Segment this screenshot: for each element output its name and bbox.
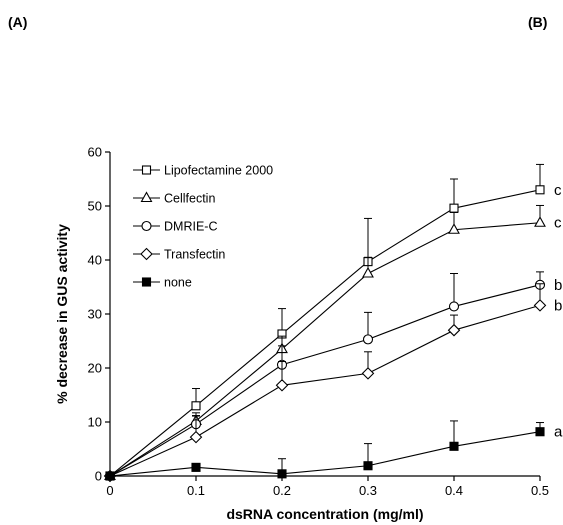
x-tick-label: 0.5 [531,483,549,498]
circle-marker [141,220,152,232]
x-tick-label: 0.3 [359,483,377,498]
diamond-marker [361,367,375,380]
square-marker [535,185,545,195]
legend-item: Cellfectin [133,191,215,206]
legend-label: Cellfectin [164,192,215,206]
filled-square-marker [141,277,152,287]
significance-letter: c [554,215,562,232]
series-transfectin: b [103,283,562,483]
y-axis-title: % decrease in GUS activity [54,224,70,404]
panel-label-a: (A) [8,14,28,30]
x-tick-label: 0.2 [273,483,291,498]
significance-letter: a [554,424,563,441]
legend-item: none [133,276,192,290]
filled-square-marker [191,462,201,472]
series-lipofectamine-2000: c [105,163,562,481]
legend-item: Transfectin [133,248,225,262]
x-tick-label: 0.4 [445,483,463,498]
triangle-marker [362,266,374,278]
filled-square-marker [105,471,115,481]
diamond-marker [189,430,203,444]
square-marker [191,401,201,411]
series-layer: cc bb a [103,163,563,483]
filled-square-marker [449,441,459,451]
series-line [109,431,541,477]
x-axis-title: dsRNA concentration (mg/ml) [226,506,423,522]
significance-letter: b [554,297,562,314]
legend: Lipofectamine 2000 Cellfectin DMRIE-C Trans… [133,164,273,290]
square-marker [449,203,459,213]
circle-marker [362,334,374,345]
square-marker [141,165,152,175]
panel-label-b: (B) [528,14,548,30]
series-line [109,222,541,477]
y-tick-label: 10 [88,415,102,430]
y-tick-label: 40 [88,253,102,268]
triangle-marker [534,216,546,227]
x-tick-label: 0 [106,483,113,498]
diamond-marker [275,379,289,392]
y-tick-label: 0 [95,469,102,484]
significance-letter: c [554,182,562,199]
y-tick-labels: 0 10 20 30 40 50 60 [88,145,102,484]
series-line [109,284,541,477]
x-tick-label: 0.1 [187,483,205,498]
legend-item: DMRIE-C [133,220,217,234]
significance-letter: b [554,277,562,294]
series-line [109,189,541,477]
diamond-marker [533,299,547,312]
legend-item: Lipofectamine 2000 [133,164,273,178]
legend-label: DMRIE-C [164,220,217,234]
legend-label: Transfectin [164,248,225,262]
legend-label: Lipofectamine 2000 [164,164,273,178]
filled-square-marker [363,461,373,471]
filled-square-marker [277,469,287,479]
diamond-marker [140,247,153,261]
series-line [109,304,541,477]
diamond-marker [447,323,461,337]
legend-label: none [164,276,192,290]
series-none: a [105,420,563,481]
y-tick-label: 20 [88,361,102,376]
triangle-marker [140,191,153,203]
y-tick-label: 30 [88,307,102,322]
y-tick-label: 50 [88,199,102,214]
x-tick-labels: 0 0.1 0.2 0.3 0.4 0.5 [106,483,549,498]
filled-square-marker [535,427,545,437]
y-tick-label: 60 [88,145,102,160]
triangle-marker [448,223,460,234]
circle-marker [448,301,460,312]
